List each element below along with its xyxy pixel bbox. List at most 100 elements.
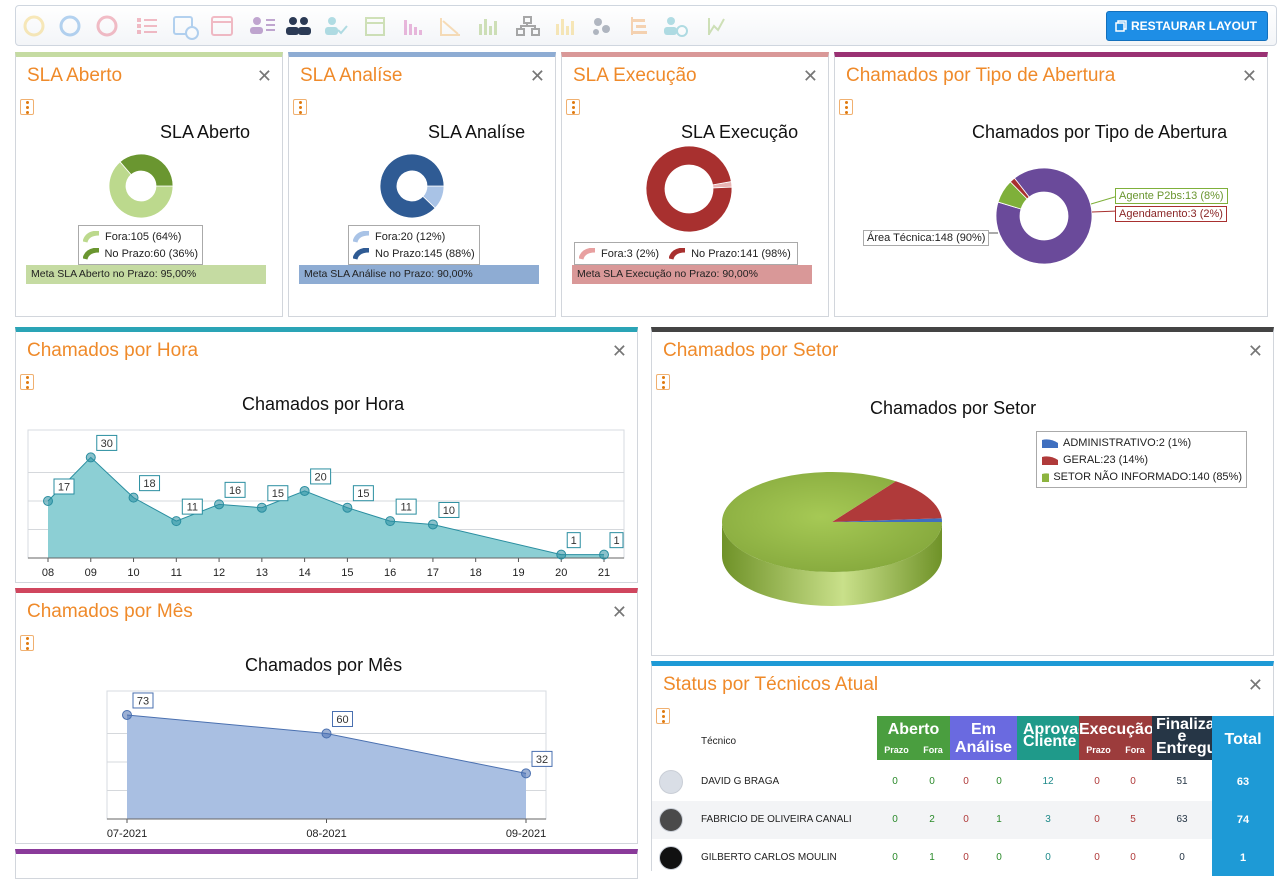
column-chart-icon[interactable]: [479, 19, 497, 35]
data-point[interactable]: [128, 492, 139, 503]
data-label: 15: [357, 488, 369, 500]
tecnico-name: FABRICIO DE OLIVEIRA CANALI: [701, 814, 852, 825]
close-icon[interactable]: ✕: [1247, 675, 1263, 695]
status-count: 0: [1094, 814, 1100, 825]
data-point[interactable]: [385, 516, 396, 527]
status-count: 0: [963, 852, 969, 863]
data-point[interactable]: [321, 728, 332, 739]
calendar-icon[interactable]: [211, 16, 233, 36]
pie-slice-geral[interactable]: [832, 481, 942, 522]
donut-icon[interactable]: [59, 15, 81, 37]
col-group-finalizado: Finalizado e Entregues: [1152, 716, 1234, 760]
panel-menu-icon[interactable]: [20, 635, 34, 651]
data-point[interactable]: [427, 519, 438, 530]
restore-layout-button[interactable]: RESTAURAR LAYOUT: [1105, 11, 1268, 41]
chart-title: Chamados por Setor: [870, 398, 1037, 418]
panel-menu-icon[interactable]: [293, 99, 307, 115]
x-tick-label: 10: [127, 567, 139, 579]
close-icon[interactable]: ✕: [611, 602, 627, 622]
chart-legend: ADMINISTRATIVO:2 (1%) GERAL:23 (14%) SET…: [1036, 431, 1247, 488]
list-icon[interactable]: [137, 18, 157, 34]
hierarchy-icon[interactable]: [516, 16, 540, 36]
pie-slice-setor-n-o-informado[interactable]: [722, 472, 942, 572]
close-icon[interactable]: ✕: [256, 66, 272, 86]
data-point[interactable]: [214, 499, 225, 510]
data-point[interactable]: [171, 516, 182, 527]
slice-label-agendamento: Agendamento:3 (2%): [1115, 206, 1227, 222]
data-point[interactable]: [122, 709, 132, 720]
close-icon[interactable]: ✕: [1247, 341, 1263, 361]
donut-icon[interactable]: [23, 15, 45, 37]
column-chart-icon[interactable]: [556, 19, 574, 35]
legend-item: GERAL:23 (14%): [1041, 451, 1242, 468]
chart-legend: Fora:20 (12%) No Prazo:145 (88%): [348, 225, 480, 265]
user-check-icon[interactable]: [325, 17, 348, 35]
data-label-box: [224, 481, 246, 498]
panel-menu-icon[interactable]: [656, 374, 670, 390]
users-icon[interactable]: [286, 17, 311, 35]
line-chart-icon[interactable]: [440, 18, 460, 36]
bar-chart-icon[interactable]: [404, 20, 422, 35]
legend-item: Fora:3 (2%) No Prazo:141 (98%): [579, 245, 793, 262]
tipo-abertura-panel: Chamados por Tipo de Abertura ✕ Chamados…: [834, 52, 1268, 317]
close-icon[interactable]: ✕: [611, 341, 627, 361]
table-row[interactable]: FABRICIO DE OLIVEIRA CANALI 0 2 0 1 3 0 5 63: [652, 801, 1212, 839]
user-list-icon[interactable]: [250, 17, 275, 34]
donut-icon[interactable]: [96, 15, 118, 37]
data-label-box: [267, 485, 289, 502]
x-tick-label: 11: [171, 567, 182, 579]
chart-title: SLA Aberto: [160, 122, 251, 142]
status-count: 1: [996, 814, 1002, 825]
row-total: 74: [1236, 814, 1250, 826]
status-count: 0: [892, 814, 898, 825]
status-count: 0: [892, 776, 898, 787]
data-point[interactable]: [256, 502, 267, 513]
chart-title: Chamados por Mês: [245, 655, 403, 675]
gantt-icon[interactable]: [631, 17, 647, 35]
window-icon[interactable]: [365, 17, 385, 36]
x-tick-label: 07-2021: [107, 828, 147, 840]
donut-slice-no-prazo: [645, 145, 733, 233]
donut-slice-fora: [108, 161, 174, 219]
pie-slice-administrativo[interactable]: [832, 518, 942, 522]
panel-title: Status por Técnicos Atual: [663, 674, 879, 695]
data-point[interactable]: [556, 549, 567, 560]
panel-menu-icon[interactable]: [566, 99, 580, 115]
table-row[interactable]: GILBERTO CARLOS MOULIN 0 1 0 0 0 0 0 0: [652, 839, 1212, 877]
data-label-box: [53, 478, 75, 495]
data-point[interactable]: [299, 485, 310, 496]
scatter-icon[interactable]: [593, 18, 610, 35]
legend-item: ADMINISTRATIVO:2 (1%): [1041, 434, 1242, 451]
panel-menu-icon[interactable]: [656, 708, 670, 724]
data-point[interactable]: [521, 768, 531, 779]
trend-icon[interactable]: [708, 18, 725, 35]
sla-execucao-donut: [645, 145, 733, 233]
panel-menu-icon[interactable]: [839, 99, 853, 115]
panel-menu-icon[interactable]: [20, 99, 34, 115]
data-label: 1: [613, 535, 619, 547]
panel-title: Chamados por Hora: [27, 340, 199, 361]
donut-slice-agendamento: [1009, 177, 1030, 200]
table-row[interactable]: DAVID G BRAGA 0 0 0 0 12 0 0 51: [652, 763, 1212, 801]
status-count: 2: [929, 814, 935, 825]
setor-3d-pie: [722, 472, 942, 606]
sla-analise-donut: [379, 153, 445, 219]
calendar-clock-icon[interactable]: [173, 16, 199, 40]
data-label-box: [139, 475, 161, 492]
user-clock-icon[interactable]: [664, 17, 688, 37]
close-icon[interactable]: ✕: [529, 66, 545, 86]
close-icon[interactable]: ✕: [802, 66, 818, 86]
data-point[interactable]: [43, 496, 53, 506]
data-point[interactable]: [342, 502, 353, 513]
chamados-hora-panel: Chamados por Hora ✕ Chamados por Hora 08…: [15, 327, 638, 583]
data-point[interactable]: [599, 549, 609, 560]
row-total: 63: [1236, 776, 1250, 788]
col-group-execucao: Execução Prazo Fora: [1079, 716, 1154, 760]
data-label: 11: [400, 502, 411, 514]
meta-sla-bar: Meta SLA Aberto no Prazo: 95,00%: [26, 265, 266, 284]
close-icon[interactable]: ✕: [1241, 66, 1257, 86]
widget-toolbar: RESTAURAR LAYOUT: [15, 5, 1277, 46]
data-point[interactable]: [85, 452, 96, 463]
panel-menu-icon[interactable]: [20, 374, 34, 390]
